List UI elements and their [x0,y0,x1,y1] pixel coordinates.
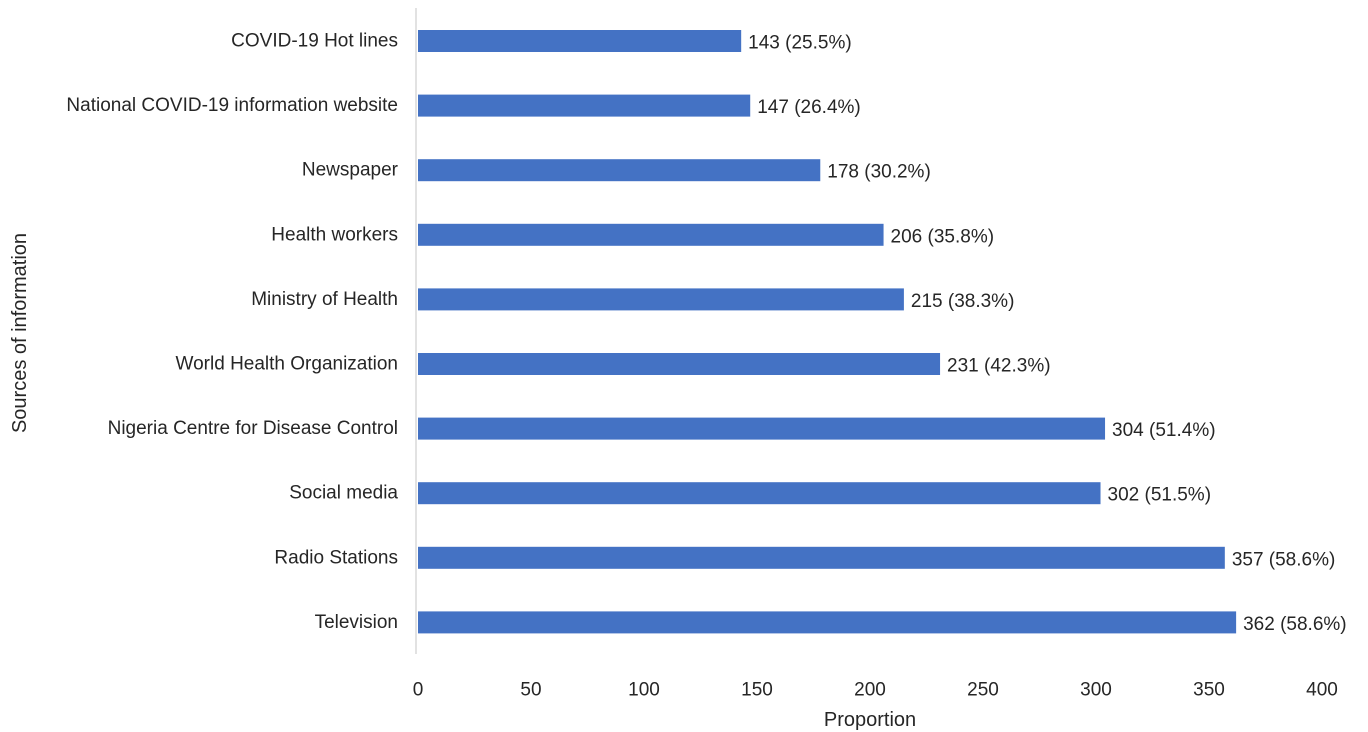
category-label: Nigeria Centre for Disease Control [108,418,398,439]
data-label: 357 (58.6%) [1232,549,1336,570]
bar [418,30,742,52]
data-label: 362 (58.6%) [1243,614,1347,635]
data-label: 302 (51.5%) [1108,485,1212,506]
data-label: 231 (42.3%) [947,356,1051,377]
x-tick-label: 400 [1306,680,1338,701]
bar [418,223,884,246]
x-tick-label: 50 [520,680,541,701]
bar [418,417,1106,440]
category-label: Social media [289,483,398,504]
x-tick-label: 100 [628,680,660,701]
category-label: Newspaper [302,160,399,181]
data-label: 206 (35.8%) [891,226,995,247]
data-labels-group: 143 (25.5%) 147 (26.4%) 178 (30.2%) 206 (35… [748,33,1346,635]
bar [418,159,821,182]
bar [418,546,1225,569]
data-label: 147 (26.4%) [757,97,861,118]
bar [418,353,941,375]
bar [418,611,1237,634]
bar [418,94,751,117]
bar [418,482,1101,505]
data-label: 215 (38.3%) [911,291,1015,312]
category-label: World Health Organization [176,354,398,375]
category-label: Radio Stations [274,547,398,568]
data-label: 178 (30.2%) [827,162,931,183]
x-tick-label: 300 [1080,680,1112,701]
category-label: Ministry of Health [251,289,398,310]
data-label: 304 (51.4%) [1112,420,1216,441]
x-tick-label: 150 [741,680,773,701]
x-tick-label: 350 [1193,680,1225,701]
category-label: National COVID-19 information website [66,95,398,116]
bars-group [418,30,1237,634]
category-label: Health workers [271,224,398,245]
x-tick-label: 200 [854,680,886,701]
bar [418,288,904,311]
x-axis-title: Proportion [824,709,916,731]
category-label: COVID-19 Hot lines [231,31,398,52]
data-label: 143 (25.5%) [748,33,852,54]
category-labels-group: COVID-19 Hot lines National COVID-19 info… [66,31,398,633]
y-axis-title: Sources of information [9,233,31,433]
x-tick-labels-group: 0 50 100 150 200 250 300 350 400 [413,680,1338,701]
category-label: Television [315,612,398,633]
x-tick-label: 250 [967,680,999,701]
x-tick-label: 0 [413,680,424,701]
